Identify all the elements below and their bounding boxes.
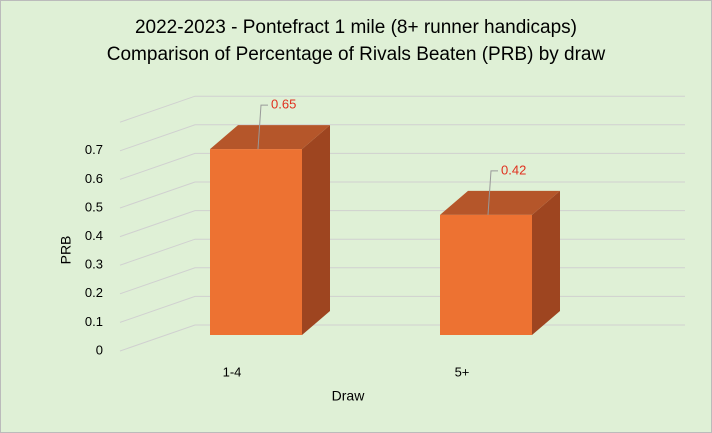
leader-line: [487, 170, 498, 215]
bar-top: [440, 190, 560, 215]
y-tick-label: 0.6: [85, 171, 103, 186]
bar-side: [302, 125, 330, 335]
grid-line: [119, 124, 685, 152]
x-axis-title: Draw: [332, 388, 366, 404]
grid-frame: [119, 95, 685, 123]
x-tick-label: 5+: [455, 364, 470, 379]
chart-title: 2022-2023 - Pontefract 1 mile (8+ runner…: [135, 17, 577, 38]
y-tick-label: 0.5: [85, 199, 103, 214]
grid-line: [119, 181, 685, 209]
value-label: 0.42: [501, 162, 526, 177]
y-axis-title: PRB: [58, 236, 74, 265]
y-tick-label: 0.2: [85, 285, 103, 300]
grid-line: [119, 152, 685, 180]
bar-side: [532, 190, 560, 335]
y-tick-label: 0.3: [85, 257, 103, 272]
bar: [210, 149, 302, 335]
value-label: 0.65: [271, 97, 296, 112]
leader-line: [257, 104, 268, 150]
bar: [440, 214, 532, 335]
y-tick-label: 0.1: [85, 314, 103, 329]
y-tick-label: 0.7: [85, 142, 103, 157]
bar-top: [210, 125, 330, 150]
y-tick-label: 0: [96, 342, 103, 357]
y-tick-label: 0.4: [85, 228, 103, 243]
x-tick-label: 1-4: [223, 364, 242, 379]
chart-subtitle: Comparison of Percentage of Rivals Beate…: [107, 44, 606, 65]
